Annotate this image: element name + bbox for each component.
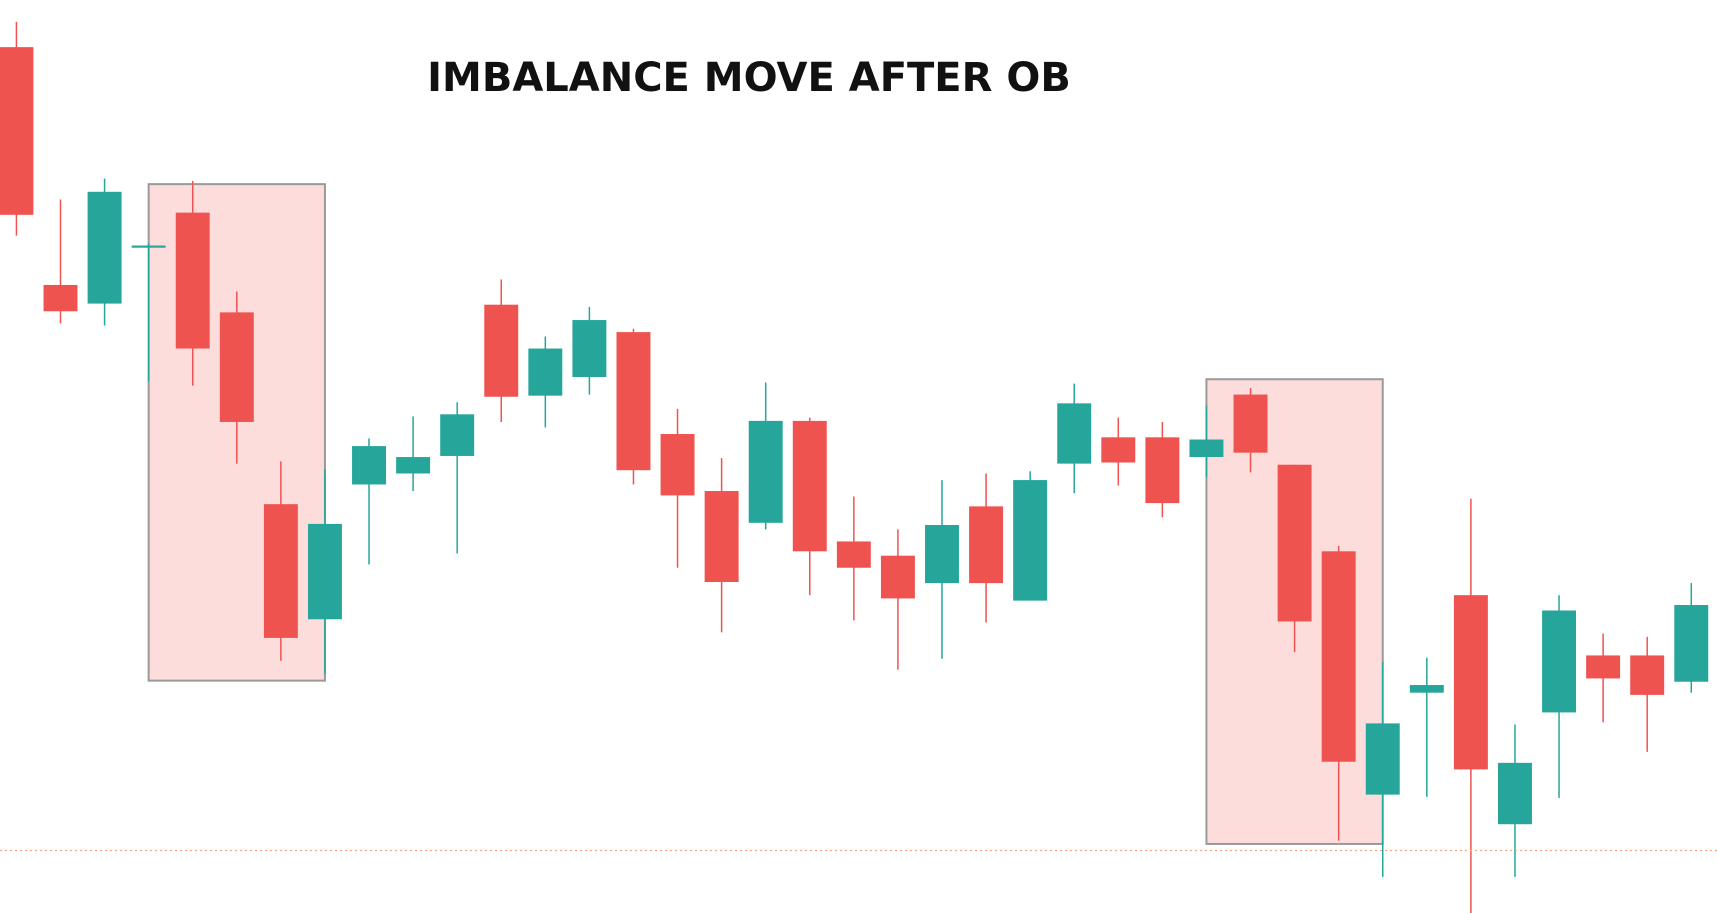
candle-body [925,525,959,584]
candle-body [1145,437,1180,504]
candle-body [748,420,783,523]
candle-body [1233,394,1268,453]
candle-body [1586,655,1621,679]
candle-body [352,446,386,485]
candle-body [484,304,519,397]
candle-body [969,506,1004,584]
candle-body [880,555,915,599]
candle-body [87,191,122,304]
candle-body [1189,439,1224,458]
candle-body [792,420,827,552]
candle-body [1630,655,1665,695]
candles [0,21,1709,913]
candle-body [660,434,695,496]
candle-body [440,414,475,456]
candle-body [1674,605,1709,682]
candle-body [1453,595,1488,770]
candle-body [1409,685,1444,693]
candle-body [396,457,431,474]
candle-body [1101,437,1136,463]
chart-title: IMBALANCE MOVE AFTER OB [427,55,1071,101]
candle-body [43,284,78,312]
candle-body [263,504,298,638]
candle-body [1542,610,1577,713]
candle-body [307,523,342,620]
candle-body [1365,723,1400,795]
candle-body [131,245,166,248]
candle-body [1321,551,1356,762]
candle-body [175,212,210,349]
candle-body [704,491,739,582]
candle-body [1497,762,1532,825]
candle-body [1277,464,1312,622]
candle-body [0,47,34,215]
candle-body [572,320,607,378]
candle-body [836,541,871,568]
candle-body [528,348,563,396]
candle-body [219,312,254,422]
candle-body [1057,403,1092,464]
candle-body [616,332,651,471]
candle-body [1013,480,1048,601]
zones [147,183,1384,845]
